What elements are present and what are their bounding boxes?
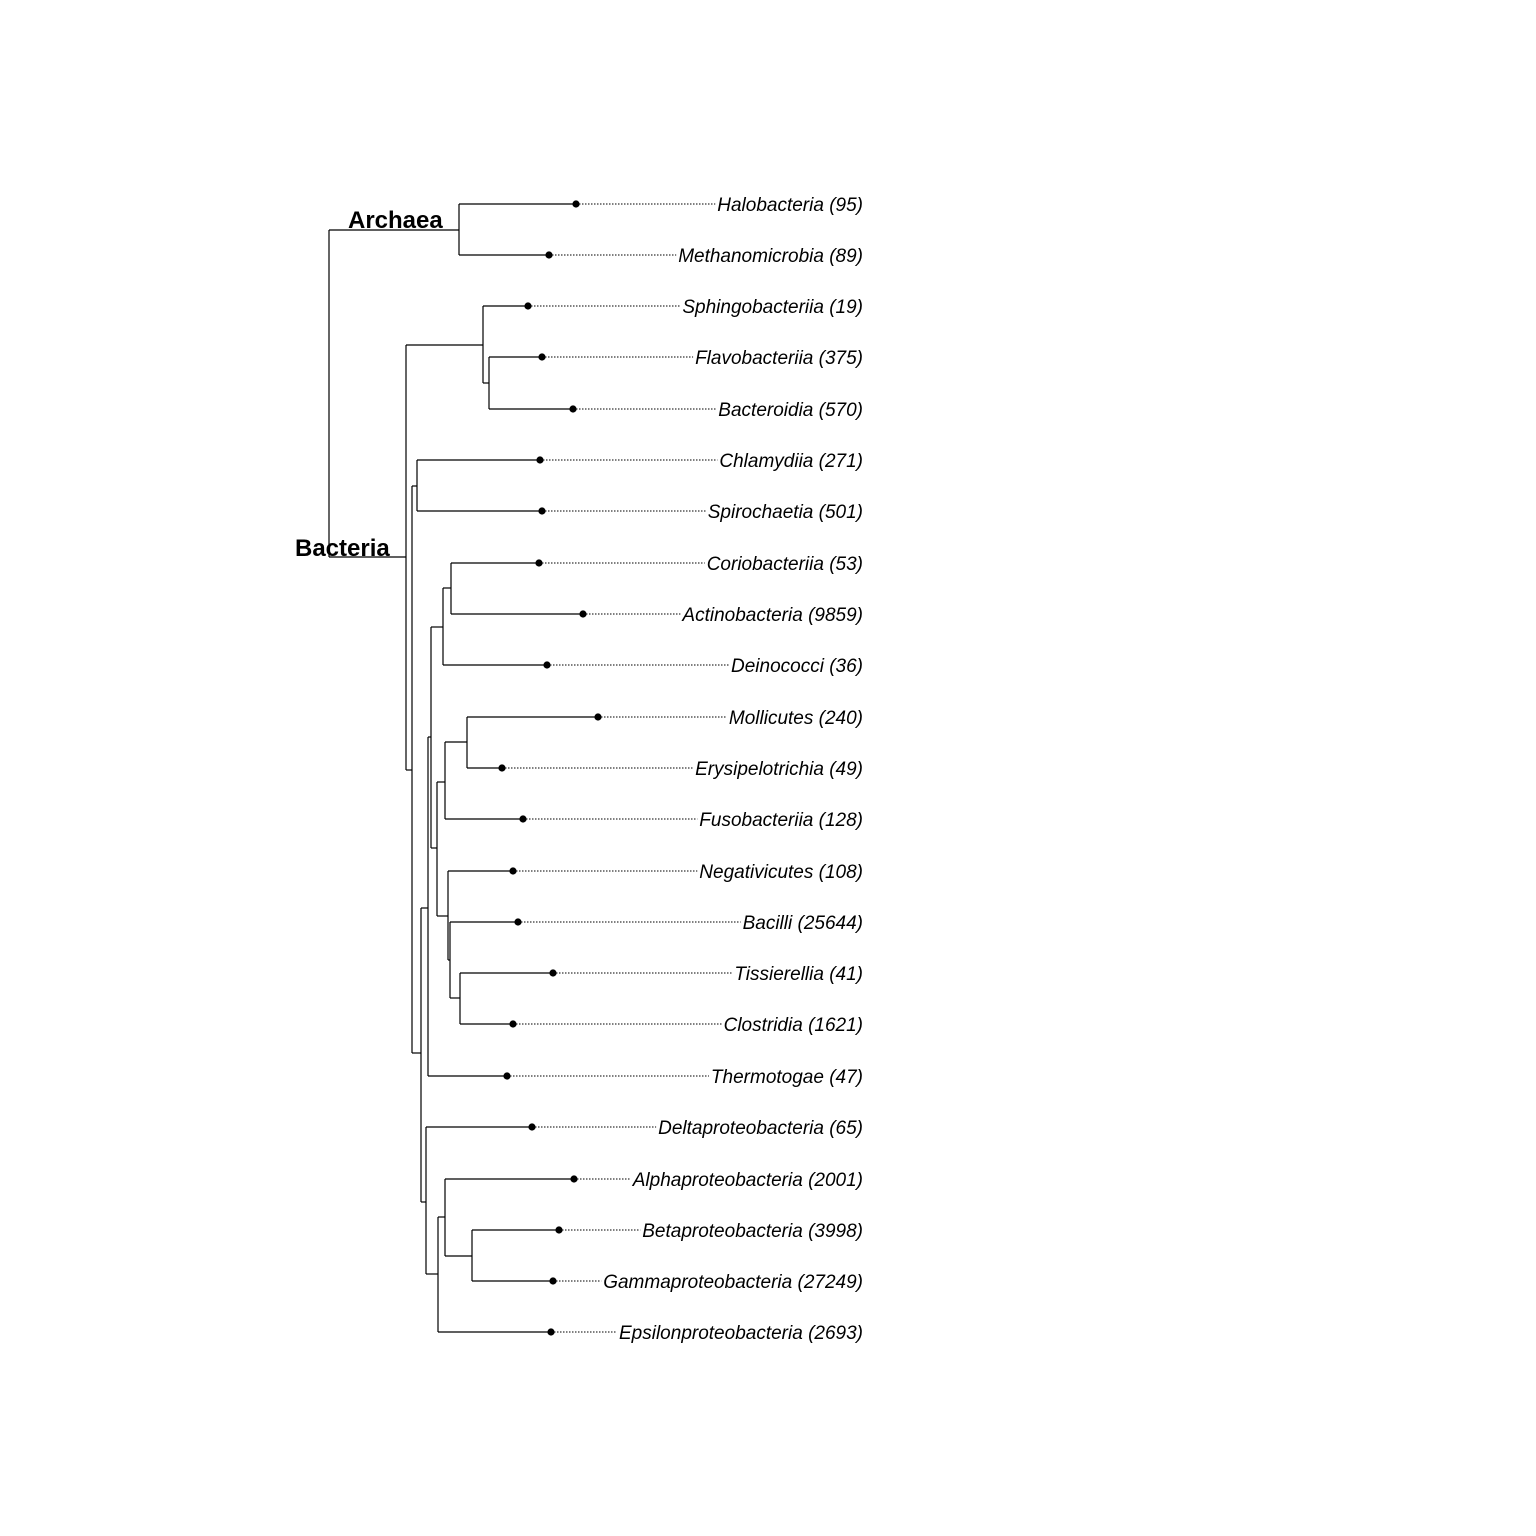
- tip-point-chlamydiia: [536, 456, 544, 464]
- tip-label-betaproteobacteria: Betaproteobacteria (3998): [642, 1221, 863, 1242]
- tip-point-gammaproteobacteria: [549, 1277, 557, 1285]
- tip-label-coriobacteriia: Coriobacteriia (53): [707, 554, 863, 575]
- tip-point-betaproteobacteria: [555, 1226, 563, 1234]
- tip-point-bacilli: [514, 918, 522, 926]
- tip-label-deltaproteobacteria: Deltaproteobacteria (65): [658, 1118, 863, 1139]
- tip-point-deltaproteobacteria: [528, 1123, 536, 1131]
- tip-label-fusobacteriia: Fusobacteriia (128): [699, 810, 863, 831]
- tip-label-spirochaetia: Spirochaetia (501): [708, 502, 863, 523]
- tip-point-clostridia: [509, 1020, 517, 1028]
- tip-label-sphingobacteriia: Sphingobacteriia (19): [682, 297, 863, 318]
- tip-point-erysipelotrichia: [498, 764, 506, 772]
- tip-point-methanomicrobia: [545, 251, 553, 259]
- tip-point-epsilonproteobacteria: [547, 1328, 555, 1336]
- tip-point-actinobacteria: [579, 610, 587, 618]
- tip-point-negativicutes: [509, 867, 517, 875]
- tip-point-flavobacteriia: [538, 353, 546, 361]
- tip-point-fusobacteriia: [519, 815, 527, 823]
- tip-label-thermotogae: Thermotogae (47): [711, 1067, 863, 1088]
- tip-label-bacilli: Bacilli (25644): [743, 913, 863, 934]
- tip-point-sphingobacteriia: [524, 302, 532, 310]
- tip-point-bacteroidia: [569, 405, 577, 413]
- tip-label-mollicutes: Mollicutes (240): [729, 708, 863, 729]
- tip-point-spirochaetia: [538, 507, 546, 515]
- tip-label-chlamydiia: Chlamydiia (271): [719, 451, 863, 472]
- tip-label-gammaproteobacteria: Gammaproteobacteria (27249): [603, 1272, 863, 1293]
- tip-label-deinococci: Deinococci (36): [731, 656, 863, 677]
- tip-point-alphaproteobacteria: [570, 1175, 578, 1183]
- domain-label-archaea: Archaea: [348, 207, 443, 234]
- tip-point-mollicutes: [594, 713, 602, 721]
- tip-point-deinococci: [543, 661, 551, 669]
- tip-label-epsilonproteobacteria: Epsilonproteobacteria (2693): [619, 1323, 863, 1344]
- tip-label-erysipelotrichia: Erysipelotrichia (49): [695, 759, 863, 780]
- tip-label-methanomicrobia: Methanomicrobia (89): [678, 246, 863, 267]
- tip-point-tissierellia: [549, 969, 557, 977]
- tip-point-thermotogae: [503, 1072, 511, 1080]
- tip-label-flavobacteriia: Flavobacteriia (375): [695, 348, 863, 369]
- tip-point-coriobacteriia: [535, 559, 543, 567]
- tip-label-negativicutes: Negativicutes (108): [699, 862, 863, 883]
- tip-label-bacteroidia: Bacteroidia (570): [718, 400, 863, 421]
- domain-label-bacteria: Bacteria: [295, 535, 390, 562]
- tip-label-actinobacteria: Actinobacteria (9859): [681, 605, 863, 626]
- tree-branches: [328, 203, 598, 1333]
- tip-label-halobacteria: Halobacteria (95): [717, 195, 863, 216]
- tip-label-tissierellia: Tissierellia (41): [734, 964, 863, 985]
- tip-label-clostridia: Clostridia (1621): [724, 1015, 863, 1036]
- tip-label-alphaproteobacteria: Alphaproteobacteria (2001): [632, 1170, 863, 1191]
- tree-tips: Halobacteria (95) Methanomicrobia (89) Sph…: [498, 195, 863, 1344]
- tip-point-halobacteria: [572, 200, 580, 208]
